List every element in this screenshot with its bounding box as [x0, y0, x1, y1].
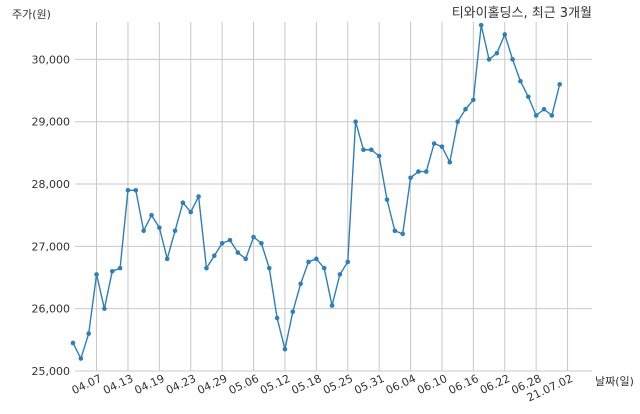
- x-tick-label: 04.07: [70, 372, 104, 397]
- price-point: [70, 340, 76, 346]
- price-point: [361, 147, 366, 153]
- chart-title: 티와이홀딩스, 최근 3개월: [452, 6, 592, 21]
- price-point: [306, 259, 311, 265]
- price-point: [219, 240, 225, 246]
- price-point: [188, 209, 194, 215]
- price-point: [212, 253, 217, 259]
- price-point: [557, 82, 562, 87]
- price-point: [526, 94, 531, 100]
- x-tick-label: 05.25: [321, 372, 355, 397]
- price-point: [463, 106, 468, 112]
- y-tick-labels: 25,000 26,000 27,000 28,000 29,000 30,000: [32, 53, 71, 378]
- price-point: [384, 197, 390, 202]
- price-point: [455, 119, 460, 125]
- price-point: [321, 265, 327, 271]
- price-point: [471, 97, 476, 103]
- x-tick-label: 05.18: [290, 372, 324, 397]
- price-point: [478, 22, 484, 28]
- x-tick-label: 04.23: [164, 372, 198, 397]
- price-point: [486, 57, 492, 62]
- price-point: [298, 281, 303, 287]
- price-point: [133, 187, 139, 193]
- price-point: [541, 106, 547, 112]
- price-point: [314, 256, 319, 262]
- x-tick-labels: 04.0704.1304.1904.2304.2905.0605.1205.18…: [70, 372, 575, 404]
- price-point: [86, 331, 91, 336]
- x-tick-label: 04.29: [195, 372, 229, 397]
- y-tick-label: 27,000: [32, 240, 71, 253]
- grid: [75, 22, 592, 372]
- price-point: [345, 259, 351, 265]
- price-points: [70, 22, 562, 361]
- price-point: [141, 228, 146, 234]
- price-point: [408, 175, 413, 181]
- price-point: [78, 356, 84, 361]
- price-point: [196, 194, 201, 199]
- y-tick-label: 29,000: [32, 116, 71, 129]
- price-point: [149, 212, 154, 218]
- price-point: [243, 256, 248, 262]
- price-point: [392, 228, 398, 234]
- x-tick-label: 06.10: [415, 372, 449, 397]
- price-point: [423, 169, 429, 174]
- y-tick-label: 28,000: [32, 178, 71, 191]
- price-point: [94, 272, 99, 277]
- price-point: [117, 265, 123, 271]
- x-tick-label: 06.22: [478, 372, 512, 397]
- price-point: [549, 113, 555, 118]
- x-tick-label: 04.13: [101, 372, 135, 397]
- price-point: [369, 147, 374, 153]
- price-point: [447, 159, 453, 165]
- price-point: [337, 272, 343, 277]
- y-tick-label: 30,000: [32, 53, 71, 66]
- y-tick-label: 25,000: [32, 365, 71, 378]
- x-tick-label: 04.19: [133, 372, 167, 397]
- price-point: [400, 231, 406, 237]
- price-point: [251, 234, 256, 240]
- x-tick-label: 05.06: [227, 372, 261, 397]
- price-point: [353, 119, 358, 125]
- price-point: [259, 240, 264, 246]
- price-point: [416, 169, 421, 174]
- y-tick-label: 26,000: [32, 303, 71, 316]
- x-axis-label: 날짜(일): [595, 374, 634, 388]
- price-point: [235, 250, 241, 255]
- price-point: [266, 265, 272, 271]
- y-axis-label: 주가(원): [12, 8, 51, 21]
- price-point: [533, 113, 539, 118]
- price-point: [518, 78, 523, 84]
- price-point: [125, 187, 131, 193]
- price-point: [431, 141, 437, 146]
- x-tick-label: 06.16: [447, 372, 481, 397]
- price-point: [109, 268, 115, 274]
- x-tick-label: 06.04: [384, 372, 418, 397]
- price-point: [329, 303, 335, 308]
- price-point: [439, 144, 445, 149]
- price-point: [164, 256, 170, 262]
- price-point: [102, 306, 107, 311]
- price-point: [290, 309, 296, 315]
- price-point: [494, 50, 500, 56]
- price-point: [282, 346, 288, 352]
- price-point: [227, 237, 233, 243]
- price-point: [180, 200, 186, 206]
- price-point: [204, 265, 209, 271]
- price-point: [157, 225, 162, 230]
- price-point: [502, 32, 508, 37]
- x-tick-label: 05.31: [352, 372, 386, 397]
- price-point: [376, 153, 382, 159]
- price-point: [172, 228, 178, 234]
- x-tick-label: 05.12: [258, 372, 292, 397]
- price-point: [274, 315, 280, 321]
- price-point: [510, 57, 515, 62]
